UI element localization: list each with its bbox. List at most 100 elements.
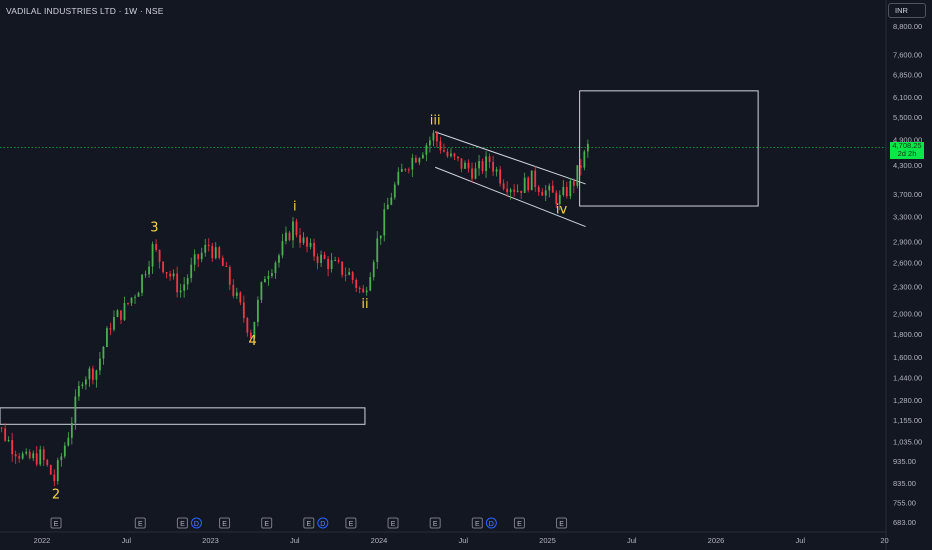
candle-body xyxy=(141,274,143,293)
candle-body xyxy=(544,190,547,196)
event-marker-label: E xyxy=(138,521,143,528)
candle-body xyxy=(67,437,70,446)
candle-body xyxy=(551,185,554,193)
candle-body xyxy=(446,151,449,157)
y-tick-label: 7,600.00 xyxy=(893,50,922,59)
candle-body xyxy=(214,247,217,259)
y-tick-label: 1,280.00 xyxy=(893,396,922,405)
earnings-marker xyxy=(471,517,483,529)
wave-label-i: i xyxy=(293,200,297,215)
candle-body xyxy=(302,237,305,243)
candle-body xyxy=(471,168,473,179)
earnings-marker xyxy=(176,517,188,529)
candle-body xyxy=(99,358,101,371)
dividend-marker xyxy=(317,517,329,529)
candle-body xyxy=(358,287,361,289)
candle-body xyxy=(576,165,579,186)
wave-label-2: 2 xyxy=(52,488,60,503)
y-tick-label: 835.00 xyxy=(893,479,916,488)
candle-body xyxy=(414,157,417,163)
candle-body xyxy=(541,192,544,196)
candle-body xyxy=(520,190,523,193)
candle-body xyxy=(77,385,80,397)
candle-body xyxy=(516,190,519,192)
candle-body xyxy=(348,272,351,275)
event-marker-label: E xyxy=(475,521,480,528)
candle-body xyxy=(18,456,21,459)
candle-body xyxy=(429,140,431,146)
candle-body xyxy=(583,151,586,168)
chart-title: VADILAL INDUSTRIES LTD · 1W · NSE xyxy=(6,6,164,16)
candle-body xyxy=(232,284,235,296)
event-marker-label: E xyxy=(559,521,564,528)
event-marker-label: D xyxy=(320,521,325,528)
candle-body xyxy=(537,186,540,193)
candle-body xyxy=(14,454,17,457)
candle-body xyxy=(165,272,168,274)
candle-body xyxy=(123,303,126,320)
candle-body xyxy=(169,273,172,277)
candle-body xyxy=(562,186,565,195)
candle-body xyxy=(509,189,512,193)
candle-body xyxy=(439,141,442,151)
candle-body xyxy=(81,384,84,386)
earnings-marker xyxy=(429,517,441,529)
candle-body xyxy=(572,180,575,186)
zone-box xyxy=(579,90,759,207)
candle-body xyxy=(256,299,259,322)
event-marker-label: E xyxy=(54,521,59,528)
candle-body xyxy=(42,449,45,461)
candle-body xyxy=(285,232,287,242)
candle-body xyxy=(316,256,319,263)
candle-body xyxy=(4,428,7,441)
y-tick-label: 5,500.00 xyxy=(893,113,922,122)
candle-body xyxy=(369,277,372,291)
candle-body xyxy=(579,165,582,168)
candle-body xyxy=(63,445,66,457)
x-tick-label: Jul xyxy=(458,536,468,545)
candle-body xyxy=(28,451,31,459)
event-marker-label: D xyxy=(194,521,199,528)
candle-body xyxy=(513,189,516,192)
candle-body xyxy=(527,177,530,191)
last-price-value: 4,708.25 xyxy=(892,141,922,150)
candle-body xyxy=(176,273,179,293)
candle-body xyxy=(313,242,315,257)
candle-body xyxy=(569,180,572,197)
candle-body xyxy=(7,440,10,442)
candle-body xyxy=(249,332,252,339)
candle-body xyxy=(242,302,245,319)
earnings-marker xyxy=(261,517,273,529)
candle-body xyxy=(330,260,333,269)
candle-body xyxy=(134,296,136,298)
candle-body xyxy=(228,266,231,285)
candle-body xyxy=(239,292,242,303)
candle-body xyxy=(292,221,294,241)
candle-body xyxy=(383,209,386,236)
candle-body xyxy=(400,169,403,172)
candle-body xyxy=(183,284,186,291)
candle-body xyxy=(502,183,505,189)
y-tick-label: 6,100.00 xyxy=(893,93,922,102)
candle-body xyxy=(492,162,494,172)
currency-button[interactable]: INR xyxy=(888,3,926,18)
x-tick-label: Jul xyxy=(795,536,805,545)
y-tick-label: 4,900.00 xyxy=(893,136,922,145)
y-tick-label: 1,440.00 xyxy=(893,373,922,382)
candle-body xyxy=(225,265,228,267)
candle-body xyxy=(351,272,354,281)
candle-body xyxy=(323,254,326,259)
candle-body xyxy=(320,254,322,263)
candle-body xyxy=(281,241,284,256)
event-marker-label: E xyxy=(349,521,354,528)
x-tick-label: 2023 xyxy=(202,536,219,545)
candle-body xyxy=(464,162,466,169)
y-tick-label: 2,900.00 xyxy=(893,237,922,246)
candle-body xyxy=(200,252,203,260)
candle-body xyxy=(46,460,49,466)
dividend-marker xyxy=(485,517,497,529)
candle-body xyxy=(264,279,266,283)
candle-body xyxy=(365,290,368,293)
last-price-tag: 4,708.25 2d 2h xyxy=(890,142,924,159)
